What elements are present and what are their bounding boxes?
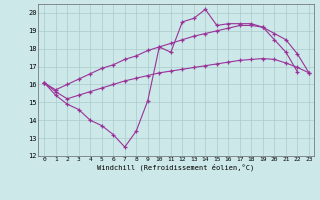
X-axis label: Windchill (Refroidissement éolien,°C): Windchill (Refroidissement éolien,°C) bbox=[97, 164, 255, 171]
